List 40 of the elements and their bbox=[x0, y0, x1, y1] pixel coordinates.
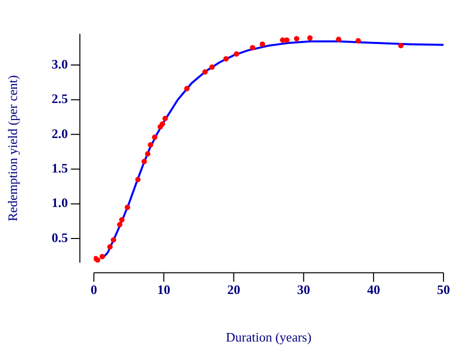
point bbox=[223, 56, 229, 62]
point bbox=[107, 244, 113, 250]
x-tick-label: 40 bbox=[367, 282, 380, 297]
point bbox=[355, 38, 361, 44]
point bbox=[124, 204, 130, 210]
point bbox=[142, 158, 147, 164]
point bbox=[152, 134, 158, 140]
x-tick-label: 20 bbox=[227, 282, 240, 297]
point bbox=[260, 42, 266, 47]
point bbox=[398, 42, 404, 48]
point bbox=[184, 86, 190, 92]
point bbox=[234, 51, 240, 57]
point bbox=[119, 217, 125, 222]
y-tick-label: 2.5 bbox=[52, 91, 68, 106]
x-tick-label: 0 bbox=[90, 282, 98, 297]
y-tick-label: 1.0 bbox=[52, 195, 68, 210]
point bbox=[117, 222, 122, 228]
y-tick-label: 3.0 bbox=[52, 56, 68, 72]
point bbox=[294, 36, 300, 42]
point bbox=[110, 237, 116, 243]
x-axis-title: Duration (years) bbox=[226, 330, 312, 345]
point bbox=[250, 44, 256, 50]
point bbox=[144, 151, 150, 157]
x-tick-label: 30 bbox=[297, 282, 310, 297]
point bbox=[100, 254, 105, 260]
point bbox=[209, 64, 215, 70]
y-tick-label: 1.5 bbox=[52, 160, 68, 176]
y-tick-label: 0.5 bbox=[52, 230, 68, 245]
point bbox=[284, 37, 290, 43]
point bbox=[135, 176, 141, 182]
y-tick-label: 2.0 bbox=[52, 126, 68, 141]
point bbox=[148, 142, 154, 148]
point bbox=[307, 35, 313, 41]
y-axis-title: Redemption yield (per cent) bbox=[5, 75, 20, 222]
x-tick-label: 50 bbox=[437, 282, 450, 297]
point bbox=[336, 36, 342, 42]
x-tick-label: 10 bbox=[157, 282, 170, 297]
point bbox=[162, 116, 168, 122]
point bbox=[160, 121, 166, 127]
point bbox=[202, 69, 208, 75]
